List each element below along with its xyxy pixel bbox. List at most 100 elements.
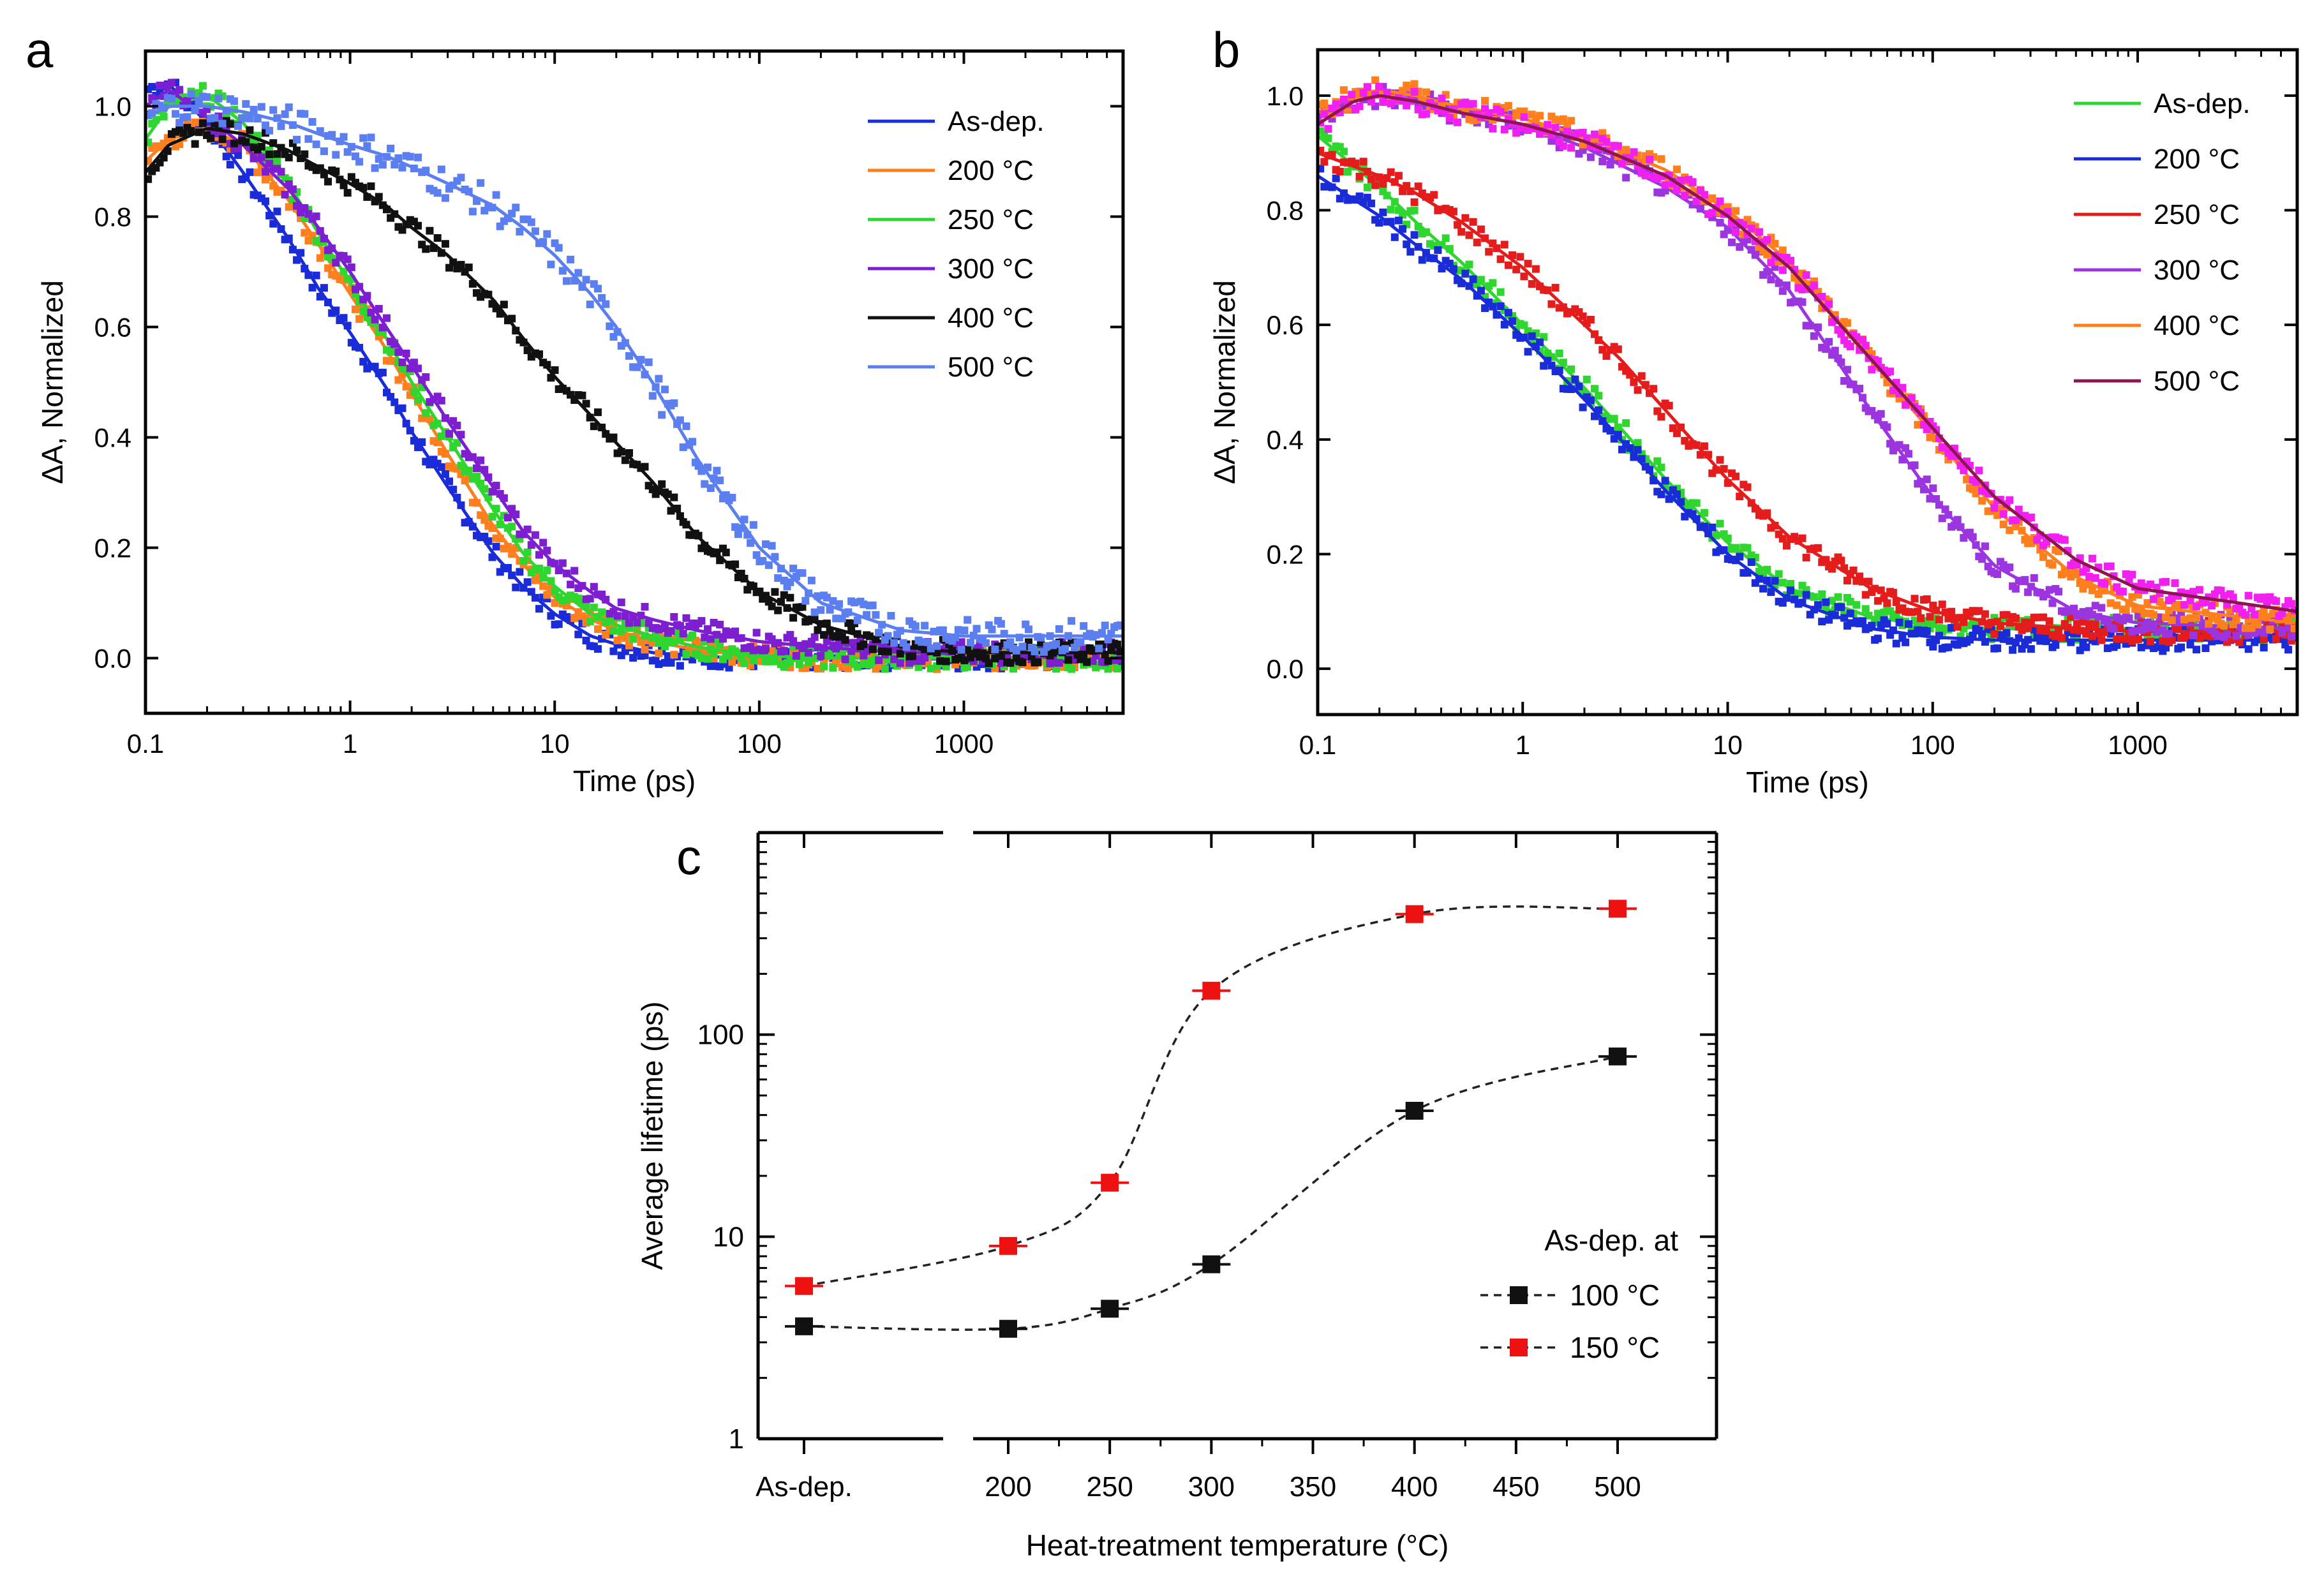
data-point: [414, 396, 422, 404]
data-point: [2131, 627, 2140, 635]
data-point: [731, 560, 740, 568]
data-point: [1767, 588, 1775, 597]
data-point: [644, 358, 653, 366]
data-point: [789, 565, 798, 573]
legend-label: 300 °C: [948, 253, 1034, 285]
data-point: [2039, 553, 2048, 561]
x-tick-label: 450: [1493, 1471, 1539, 1503]
data-point: [2208, 614, 2216, 622]
data-point: [414, 153, 422, 161]
data-point: [2195, 634, 2203, 642]
data-point: [1473, 239, 1481, 247]
data-point: [2272, 597, 2280, 605]
data-point: [780, 576, 788, 584]
data-point: [759, 556, 767, 565]
data-point: [658, 411, 666, 419]
data-point: [301, 110, 309, 118]
data-point: [670, 612, 678, 621]
data-point: [312, 212, 320, 221]
y-tick-label: 0.2: [94, 533, 131, 563]
data-point: [774, 574, 782, 583]
data-point: [655, 660, 663, 668]
data-point: [629, 635, 637, 643]
data-point: [578, 391, 586, 399]
data-point: [740, 659, 749, 667]
data-point: [1837, 556, 1845, 565]
data-point: [2122, 606, 2130, 614]
data-point: [324, 264, 332, 272]
data-point: [964, 616, 972, 624]
data-point: [391, 161, 399, 169]
x-tick-label: 1000: [934, 729, 994, 759]
data-point: [2147, 581, 2155, 589]
data-point: [1692, 499, 1701, 507]
data-point: [2131, 605, 2140, 613]
data-point: [1586, 153, 1595, 161]
data-point: [905, 658, 914, 667]
data-point: [706, 635, 715, 643]
data-point: [1902, 444, 1910, 452]
data-point: [2027, 645, 2035, 653]
data-point: [2018, 626, 2026, 634]
data-point: [285, 153, 293, 161]
data-point: [1410, 231, 1419, 239]
data-point: [1379, 180, 1387, 188]
data-point: [1782, 542, 1791, 550]
data-point: [1339, 86, 1348, 94]
data-point: [2186, 614, 2194, 622]
data-point: [1798, 534, 1806, 542]
y-tick-label: 0.8: [94, 202, 131, 232]
data-point: [2101, 579, 2109, 588]
data-point: [145, 157, 153, 165]
data-point: [2011, 584, 2020, 593]
data-point: [1496, 302, 1505, 311]
data-point: [716, 620, 724, 628]
data-point: [198, 82, 207, 90]
data-point: [1363, 183, 1371, 191]
data-point: [1672, 429, 1681, 438]
data-point: [1461, 214, 1470, 222]
data-point: [1536, 112, 1544, 120]
data-point: [1960, 618, 1968, 626]
data-point: [1609, 1047, 1627, 1065]
data-point: [593, 625, 602, 634]
data-point: [2036, 627, 2045, 635]
data-point: [508, 523, 516, 531]
data-point: [1700, 191, 1708, 199]
data-point: [1449, 207, 1457, 216]
data-point: [697, 654, 706, 662]
data-point: [2088, 632, 2096, 640]
data-point: [257, 142, 265, 151]
data-point: [586, 618, 594, 626]
data-point: [2137, 643, 2145, 651]
data-point: [1359, 89, 1367, 97]
data-point: [1571, 375, 1579, 383]
data-point: [1394, 172, 1403, 180]
data-point: [207, 134, 215, 142]
data-point: [1434, 246, 1442, 255]
data-point: [1367, 199, 1375, 207]
y-tick-label: 0.4: [94, 423, 131, 453]
data-point: [1367, 175, 1375, 183]
data-point: [747, 539, 755, 547]
data-point: [504, 514, 512, 522]
data-point: [752, 628, 761, 637]
data-point: [1814, 544, 1822, 552]
data-point: [1422, 110, 1430, 118]
data-point: [1634, 446, 1642, 454]
y-axis-label: Average lifetime (ps): [636, 1002, 669, 1270]
data-point: [586, 301, 594, 309]
data-point: [535, 605, 544, 613]
data-point: [1006, 638, 1015, 646]
data-point: [921, 653, 929, 662]
data-point: [1355, 172, 1364, 181]
data-point: [1336, 167, 1344, 175]
data-point: [203, 93, 211, 101]
data-point: [2011, 516, 2020, 524]
data-point: [1883, 620, 1891, 628]
data-point: [1052, 665, 1061, 673]
plot-frame: [144, 49, 1125, 715]
data-point: [1504, 261, 1512, 269]
data-point: [1465, 231, 1473, 239]
data-point: [1902, 638, 1910, 646]
